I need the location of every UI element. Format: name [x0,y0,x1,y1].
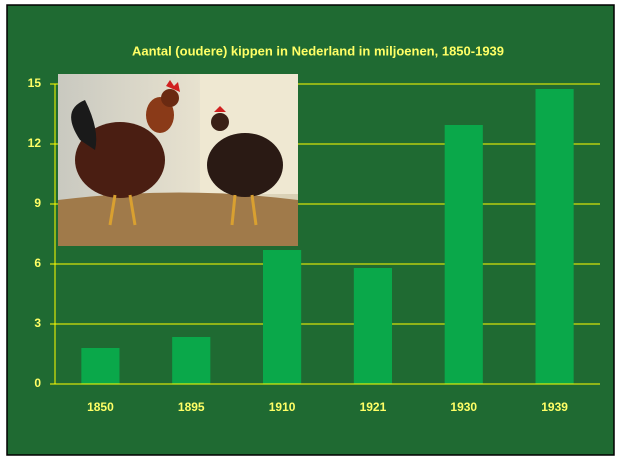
x-tick-label: 1895 [178,400,205,414]
y-tick-label: 3 [34,316,41,330]
y-tick-label: 15 [28,76,42,90]
bar [354,268,392,384]
chart: Aantal (oudere) kippen in Nederland in m… [0,0,621,461]
bar [536,89,574,384]
bar [445,125,483,384]
x-tick-label: 1939 [541,400,568,414]
x-tick-label: 1910 [269,400,296,414]
y-tick-label: 6 [34,256,41,270]
x-tick-label: 1921 [360,400,387,414]
x-tick-label: 1850 [87,400,114,414]
bar [81,348,119,384]
y-tick-label: 0 [34,376,41,390]
chicken-illustration [58,74,298,246]
x-tick-label: 1930 [450,400,477,414]
bar [172,337,210,384]
chart-title: Aantal (oudere) kippen in Nederland in m… [132,43,504,58]
bar [263,250,301,384]
y-tick-label: 12 [28,136,42,150]
y-tick-label: 9 [34,196,41,210]
